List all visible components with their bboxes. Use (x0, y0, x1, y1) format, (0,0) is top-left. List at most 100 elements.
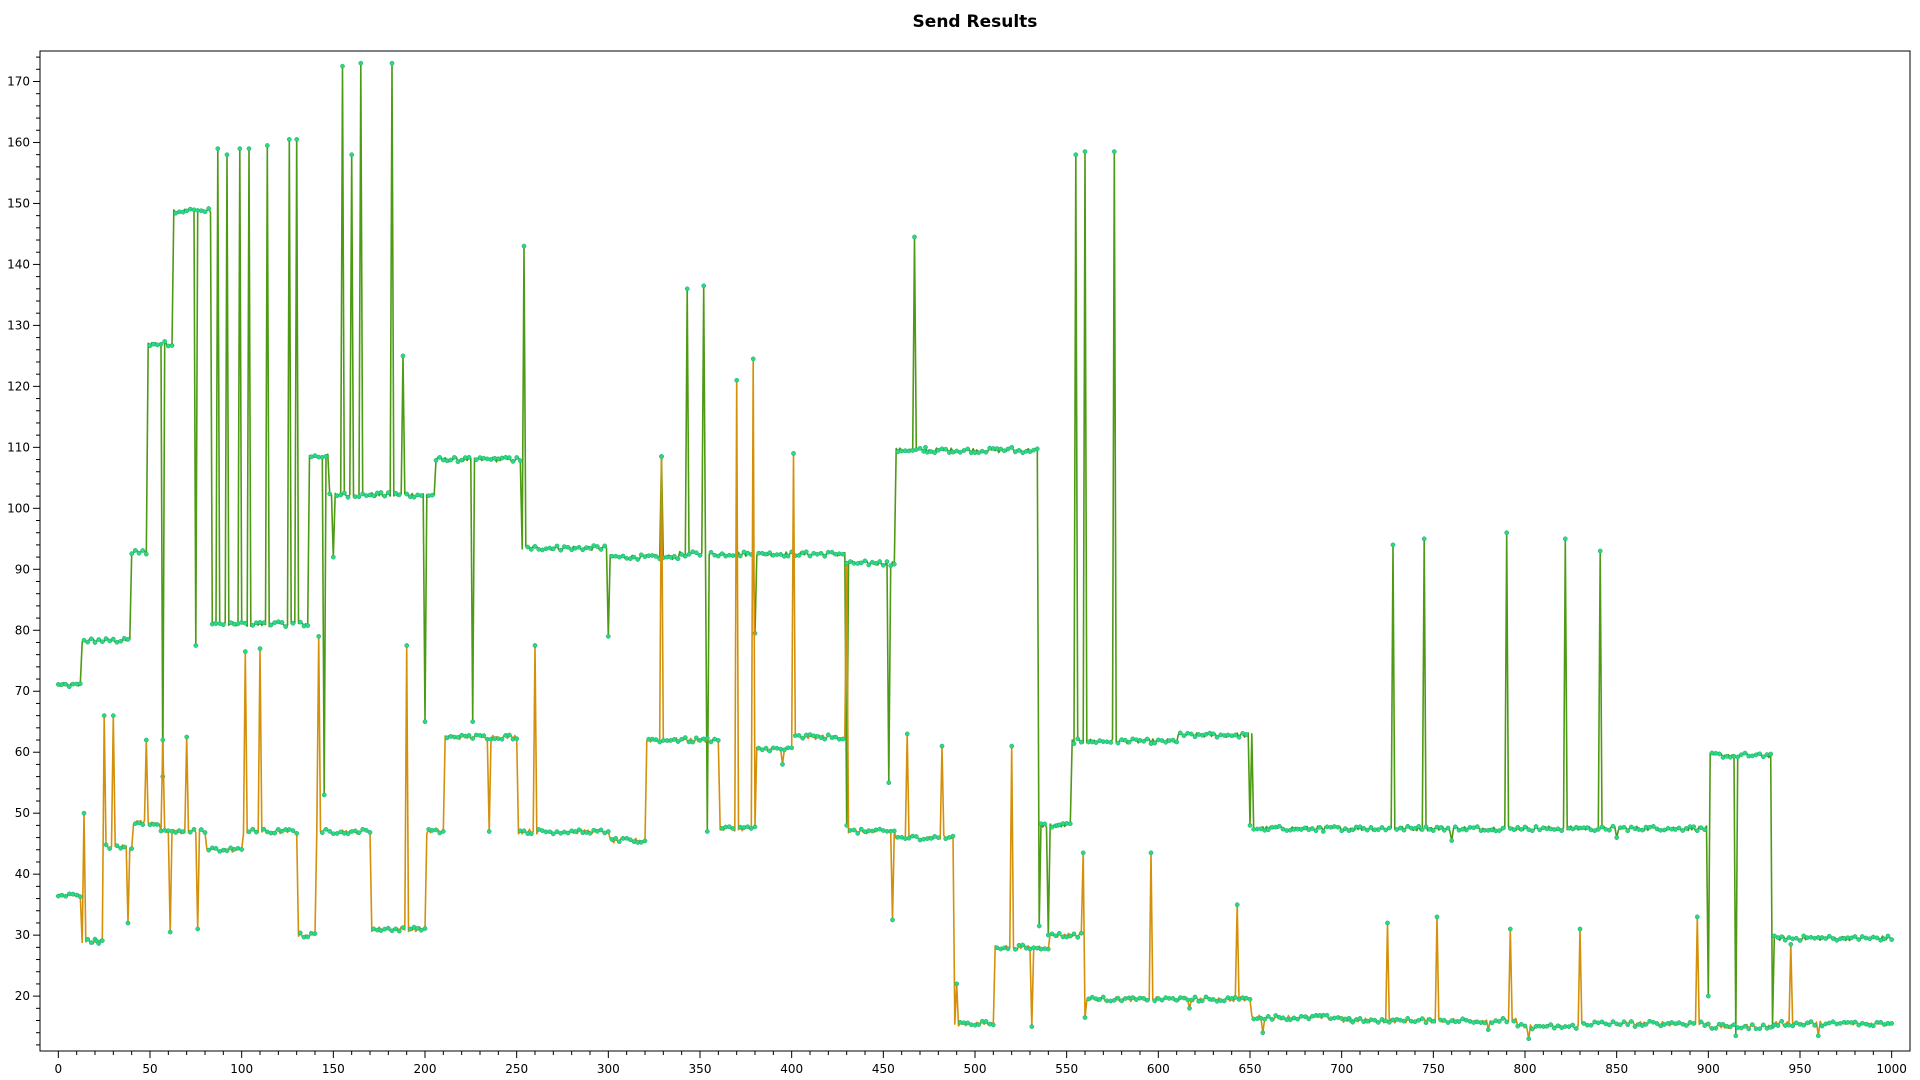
series-1-point (215, 146, 221, 151)
series-2-point (1009, 743, 1015, 749)
series-2-point (565, 830, 571, 836)
series-2-point (767, 748, 773, 754)
series-2-point (499, 736, 505, 742)
series-2-point (780, 762, 785, 767)
series-2-point (1221, 998, 1227, 1004)
series-1-point (1093, 740, 1099, 745)
series-2-point (1170, 996, 1176, 1001)
series-2-point (653, 737, 659, 742)
x-tick-label: 950 (1789, 1062, 1812, 1076)
series-2-point (1713, 1025, 1719, 1031)
series-1-point (459, 457, 465, 463)
series-1-point (528, 547, 534, 552)
series-2-point (1500, 1016, 1506, 1021)
series-1-point (525, 544, 531, 550)
series-2-point (1441, 1018, 1447, 1023)
series-1-point (1757, 751, 1763, 757)
series-2-point (1111, 997, 1117, 1003)
series-2-point (1234, 902, 1240, 908)
series-2-point (389, 928, 395, 934)
series-2-point (789, 745, 795, 751)
series-1-point (1192, 734, 1198, 740)
y-tick-label: 20 (15, 989, 30, 1003)
series-1-point (99, 639, 105, 645)
series-2-point (85, 936, 91, 942)
series-1-point (451, 455, 457, 460)
series-2-point (1247, 996, 1253, 1002)
series-1-point (1782, 937, 1788, 943)
series-2-point (1097, 997, 1103, 1002)
series-2-point (184, 734, 190, 740)
series-2-point (323, 826, 329, 832)
series-2-point (906, 835, 912, 841)
series-1-point (1412, 825, 1418, 831)
x-tick-label: 1000 (1876, 1062, 1907, 1076)
x-tick-label: 150 (322, 1062, 345, 1076)
series-2-point (547, 829, 553, 835)
series-1-point (580, 547, 586, 553)
x-tick-label: 100 (230, 1062, 253, 1076)
series-2-point (140, 822, 146, 827)
series-2-point (1775, 1023, 1781, 1028)
series-2-point (1100, 994, 1106, 1000)
series-1-point (1452, 824, 1458, 830)
series-2-point (213, 846, 219, 851)
series-2-point (928, 836, 934, 841)
series-1-point (1691, 824, 1697, 830)
series-2-point (532, 643, 538, 648)
series-2-point (110, 713, 116, 718)
series-1-point (1768, 751, 1774, 757)
series-2-point (1445, 1020, 1451, 1025)
series-2-point (750, 356, 756, 362)
series-1-point (1379, 825, 1385, 830)
series-2-point (1742, 1023, 1748, 1029)
y-tick-label: 100 (7, 501, 30, 515)
series-1-point (283, 624, 289, 629)
series-1-point (224, 152, 230, 158)
series-1-point (1885, 933, 1891, 939)
series-2-point (297, 930, 303, 936)
series-2-point (63, 893, 69, 899)
series-1-point (1210, 731, 1216, 737)
series-2-point (671, 737, 677, 742)
series-1-point (1108, 740, 1114, 745)
series-1-point (829, 549, 835, 555)
series-1-point (1522, 824, 1528, 830)
x-tick-label: 600 (1147, 1062, 1170, 1076)
series-1-point (877, 559, 883, 564)
series-2-point (1020, 942, 1026, 948)
series-1-point (1243, 732, 1249, 737)
series-2-point (1012, 946, 1018, 952)
series-1-point (1416, 824, 1422, 829)
series-2-point (939, 743, 945, 749)
series-2-point (129, 846, 135, 851)
series-2-point (763, 745, 769, 751)
series-2-point (1515, 1023, 1521, 1029)
series-1-point (1386, 825, 1392, 831)
series-2-point (1262, 1016, 1268, 1022)
series-1-point (767, 550, 773, 556)
y-tick-label: 110 (7, 440, 30, 454)
series-1-point (1595, 827, 1601, 832)
series-1-point (466, 454, 472, 460)
series-1-point (1599, 824, 1605, 830)
series-2-point (781, 747, 787, 753)
series-1-point (103, 636, 109, 641)
x-tick-label: 550 (1055, 1062, 1078, 1076)
series-1-point (1141, 738, 1147, 744)
series-1-point (1320, 829, 1326, 834)
series-1-point (297, 619, 303, 625)
series-2-point (440, 829, 446, 834)
series-1-point (912, 234, 917, 240)
series-1-point (1676, 825, 1682, 831)
series-2-point (1819, 1023, 1825, 1029)
series-1-point (1170, 737, 1176, 743)
series-2-point (1496, 1019, 1502, 1024)
series-2-point (1720, 1021, 1726, 1027)
series-1-point (341, 490, 347, 496)
series-1-point (1397, 825, 1403, 831)
series-2-point (1187, 1005, 1192, 1011)
series-1-point (1342, 826, 1348, 831)
series-2-point (1375, 1020, 1381, 1025)
series-1-point (1071, 741, 1077, 746)
